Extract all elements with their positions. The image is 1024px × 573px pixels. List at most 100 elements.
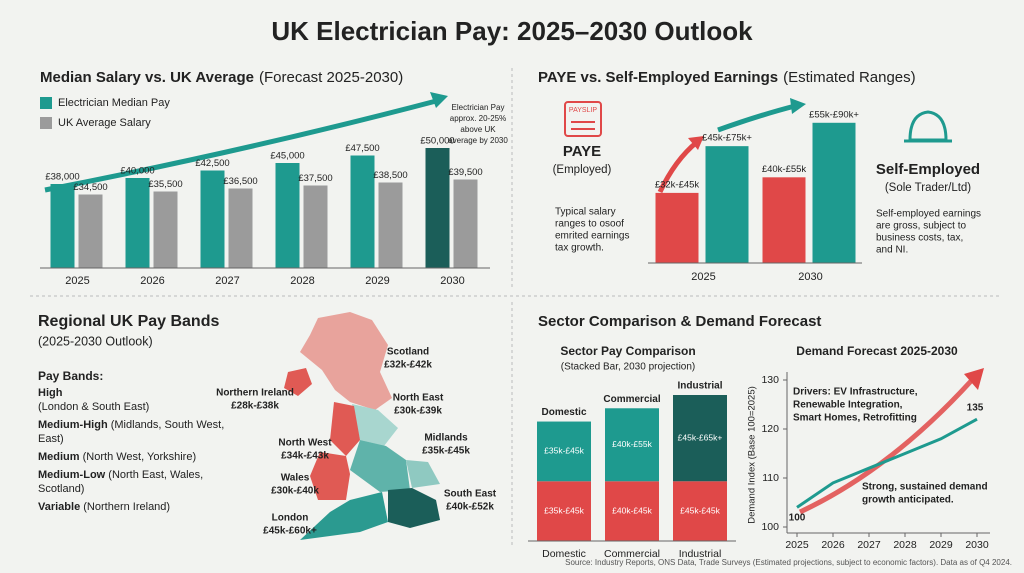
region-name: Northern Ireland [216, 388, 294, 399]
line [796, 417, 978, 509]
value-label: £34,500 [73, 182, 107, 193]
segment-label: £40k-£45k [612, 505, 652, 515]
x-tick-label: 2030 [798, 271, 822, 283]
bar [453, 179, 478, 268]
region-band: £40k-£52k [446, 502, 494, 513]
y-tick-label: 100 [761, 521, 779, 533]
value-label: £36,500 [223, 176, 257, 187]
band-name: Medium-Low [38, 469, 106, 481]
trend-arrow [717, 103, 796, 133]
region-name: London [272, 513, 309, 524]
section-subtitle: (2025-2030 Outlook) [38, 334, 153, 348]
map-north-west [330, 402, 360, 456]
x-tick-label: 2030 [440, 275, 464, 287]
bar [125, 178, 150, 268]
bar [425, 148, 450, 268]
description: ranges to osoof [555, 219, 624, 230]
chart-subtitle: (Forecast 2025-2030) [259, 69, 403, 86]
legend-swatch [40, 97, 52, 109]
x-tick-label: Commercial [604, 548, 660, 560]
region-name: South East [444, 489, 497, 500]
bar [153, 191, 178, 268]
region-band: £30k-£40k [271, 486, 319, 497]
category-top-label: Domestic [541, 407, 586, 418]
bar [303, 185, 328, 268]
description: and NI. [876, 245, 908, 256]
band-name: Medium-High [38, 419, 108, 431]
x-tick-label: 2028 [290, 275, 314, 287]
outlook-note: growth anticipated. [862, 495, 954, 506]
pay-band: Medium (North West, Yorkshire) [38, 450, 248, 464]
x-tick-label: 2028 [893, 539, 917, 551]
y-tick-label: 130 [761, 374, 779, 386]
arrow-head [964, 368, 984, 390]
map-south-west [300, 492, 388, 540]
pay-band: Medium-Low (North East, Wales, Scotland) [38, 468, 248, 496]
drivers-note: Smart Homes, Retrofitting [793, 413, 917, 424]
x-tick-label: 2025 [65, 275, 89, 287]
annotation: average by 2030 [448, 136, 508, 145]
x-tick-label: 2027 [857, 539, 881, 551]
x-tick-label: 2029 [929, 539, 953, 551]
region-band: £30k-£39k [394, 406, 442, 417]
band-name: Medium [38, 451, 80, 463]
description: tax growth. [555, 243, 604, 254]
bands-title: Pay Bands: [38, 369, 103, 383]
segment-label: £45k-£65k+ [678, 432, 723, 442]
segment-label: £35k-£45k [544, 446, 584, 456]
x-tick-label: 2030 [965, 539, 989, 551]
y-tick-label: 110 [762, 472, 779, 484]
map-northern-ireland [284, 368, 312, 396]
band-name: High [38, 387, 63, 399]
value-label: £32k-£45k [655, 179, 700, 190]
band-name: Variable [38, 501, 81, 513]
bar-segment [537, 421, 591, 482]
x-tick-label: 2027 [215, 275, 239, 287]
series-name: Self-Employed [876, 161, 980, 178]
bar-segment [537, 481, 591, 541]
bar [655, 192, 699, 263]
legend-label: UK Average Salary [58, 117, 151, 129]
annotation: above UK [460, 125, 496, 134]
value-label: £42,500 [195, 158, 229, 169]
legend-swatch [40, 117, 52, 129]
trend-arrow [44, 97, 441, 193]
chart-title: PAYE vs. Self-Employed Earnings (Estimate… [538, 69, 916, 86]
segment-label: £45k-£45k [680, 505, 720, 515]
region-name: Wales [281, 473, 310, 484]
band-detail: (Midlands, South West, East) [38, 419, 225, 445]
category-top-label: Industrial [677, 381, 722, 392]
bar [228, 188, 253, 268]
y-axis-label: Demand Index (Base 100=2025) [747, 386, 758, 524]
value-label: £37,500 [298, 173, 332, 184]
drivers-note: Drivers: EV Infrastructure, [793, 387, 918, 398]
description: Typical salary [555, 207, 616, 218]
region-band: £34k-£43k [281, 451, 329, 462]
region-name: Midlands [424, 433, 468, 444]
bar [275, 163, 300, 268]
value-label: £45,000 [270, 151, 304, 162]
x-tick-label: Industrial [679, 548, 722, 560]
value-label: £40k-£55k [762, 164, 807, 175]
footer: Source: Industry Reports, ONS Data, Trad… [565, 558, 1012, 567]
chart-title-main: PAYE vs. Self-Employed Earnings [538, 69, 778, 86]
bar-segment [605, 481, 659, 541]
band-detail: (London & South East) [38, 401, 150, 413]
bar-segment [673, 481, 727, 541]
map-east [406, 460, 440, 488]
category-top-label: Commercial [603, 394, 660, 405]
page-title: UK Electrician Pay: 2025–2030 Outlook [271, 16, 753, 46]
region-name: North West [278, 438, 332, 449]
annotation: approx. 20-25% [450, 114, 506, 123]
annotation: Electrician Pay [452, 103, 505, 112]
x-tick-label: 2025 [691, 271, 715, 283]
region-band: £35k-£45k [422, 446, 470, 457]
map-scotland [300, 312, 392, 410]
legend-label: Electrician Median Pay [58, 97, 170, 109]
icon-label: PAYSLIP [569, 107, 597, 114]
description: Self-employed earnings [876, 209, 981, 220]
description: emrited earnings [555, 231, 629, 242]
x-tick-label: 2026 [140, 275, 164, 287]
